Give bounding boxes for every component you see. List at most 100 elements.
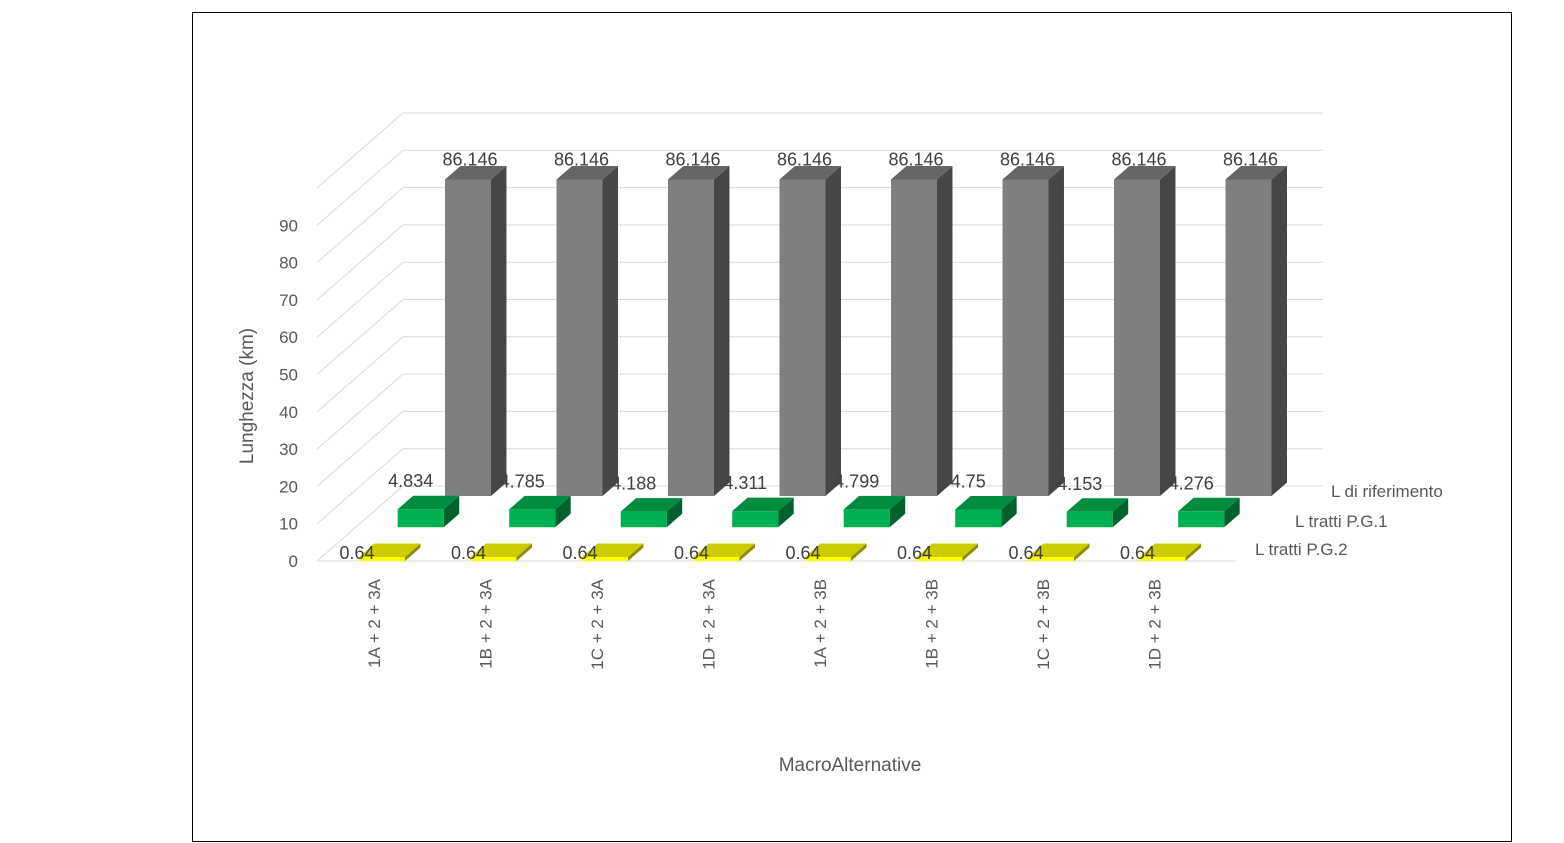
bar-front	[1066, 511, 1113, 528]
y-axis-ticks: 0 10 20 30 40 50 60 70 80 90	[279, 216, 298, 571]
bar-riferimento	[1002, 165, 1064, 496]
bar-top	[1114, 165, 1176, 180]
bar-top	[509, 495, 571, 510]
bar-top	[1002, 165, 1064, 180]
y-tick-label: 10	[279, 515, 298, 534]
bar-top	[620, 498, 683, 512]
bar-top	[1066, 498, 1129, 512]
data-label: 86.146	[442, 149, 497, 169]
legend-item: L tratti P.G.2	[1255, 540, 1348, 559]
bar-side	[1185, 543, 1201, 561]
y-tick-label: 40	[279, 403, 298, 422]
bar-riferimento	[668, 165, 730, 496]
bar-riferimento	[891, 165, 953, 496]
bars	[359, 165, 1287, 561]
bar-top	[955, 496, 1017, 510]
bar-front	[620, 511, 667, 528]
data-label: 86.146	[888, 149, 943, 169]
bar-riferimento	[779, 165, 841, 496]
legend: L tratti P.G.2 L tratti P.G.1 L di riferim…	[1255, 482, 1443, 559]
bar-front	[732, 511, 779, 528]
bar-top	[693, 543, 755, 557]
bar-front	[359, 557, 405, 561]
x-tick-label: 1C + 2 + 3B	[1034, 579, 1053, 670]
x-tick-label: 1A + 2 + 3A	[365, 578, 384, 668]
data-label: 86.146	[1111, 149, 1166, 169]
side-gridline	[316, 299, 404, 375]
side-gridline	[316, 149, 404, 226]
side-gridline	[316, 112, 404, 189]
bar-top	[805, 543, 867, 557]
data-label: 0.64	[897, 543, 932, 563]
bar-pg2	[1139, 543, 1201, 561]
x-tick-label: 1C + 2 + 3A	[588, 578, 607, 669]
bar-side	[778, 497, 794, 528]
side-gridline	[316, 485, 404, 562]
chart-frame: 0 10 20 30 40 50 60 70 80 90 86.146 86.146 86.146 86…	[192, 12, 1512, 842]
bar-top	[1225, 165, 1287, 180]
bar-top	[1139, 543, 1201, 557]
bar-top	[470, 543, 532, 557]
bar-side	[937, 165, 953, 496]
data-label: 86.146	[777, 149, 832, 169]
bar-front	[470, 557, 517, 561]
y-tick-label: 30	[279, 440, 298, 459]
bar-side	[1074, 543, 1090, 561]
data-label: 0.64	[674, 543, 709, 563]
bar-top	[732, 497, 794, 512]
data-label: 4.799	[834, 471, 879, 491]
bar-side	[825, 165, 841, 496]
data-label: 4.276	[1169, 473, 1214, 493]
data-label: 0.64	[785, 543, 820, 563]
bar-front	[582, 557, 628, 561]
x-tick-label: 1B + 2 + 3A	[477, 578, 496, 668]
bar-pg2	[582, 543, 644, 561]
data-label: 4.785	[500, 471, 545, 491]
bar-top	[582, 543, 644, 557]
bar-top	[556, 165, 618, 180]
data-label: 86.146	[1223, 149, 1278, 169]
bar-top	[891, 165, 953, 180]
y-tick-label: 80	[279, 254, 298, 273]
bar-top	[359, 543, 421, 557]
bar-front	[668, 179, 714, 496]
data-label: 86.146	[554, 149, 609, 169]
bar-front	[916, 557, 963, 561]
bar-pg2	[805, 543, 867, 561]
bar-pg1	[620, 498, 683, 528]
side-gridline	[316, 336, 404, 413]
data-label: 4.834	[388, 471, 433, 491]
bar-front	[1178, 511, 1225, 528]
bar-top	[779, 165, 841, 180]
bar-top	[1028, 543, 1090, 557]
y-tick-label: 50	[279, 366, 298, 385]
bar-front	[1139, 557, 1186, 561]
bar-front	[693, 557, 740, 561]
bar-front	[779, 179, 826, 496]
bar-pg1	[1178, 497, 1240, 528]
bar-top	[1178, 497, 1240, 512]
bar-front	[1028, 557, 1074, 561]
bar-pg2	[1028, 543, 1090, 561]
bar-pg1	[732, 497, 794, 528]
bar-side	[1112, 498, 1129, 528]
data-label: 0.64	[339, 543, 374, 563]
bar-front	[397, 509, 444, 528]
bar-side	[962, 543, 978, 561]
bar-front	[843, 509, 890, 528]
legend-item: L di riferimento	[1331, 482, 1443, 501]
bar-front	[805, 557, 851, 561]
y-tick-label: 90	[279, 216, 298, 235]
bar-side	[1048, 165, 1064, 496]
bar-top	[445, 165, 507, 180]
y-tick-label: 60	[279, 328, 298, 347]
x-tick-label: 1D + 2 + 3B	[1146, 579, 1165, 670]
bar-side	[443, 495, 460, 528]
data-label: 0.64	[451, 543, 486, 563]
bar-front	[509, 509, 556, 528]
bar-front	[445, 179, 491, 496]
bar-riferimento	[1225, 165, 1287, 496]
bar-front	[1114, 179, 1160, 496]
bar-side	[851, 543, 867, 561]
data-label: 86.146	[665, 149, 720, 169]
